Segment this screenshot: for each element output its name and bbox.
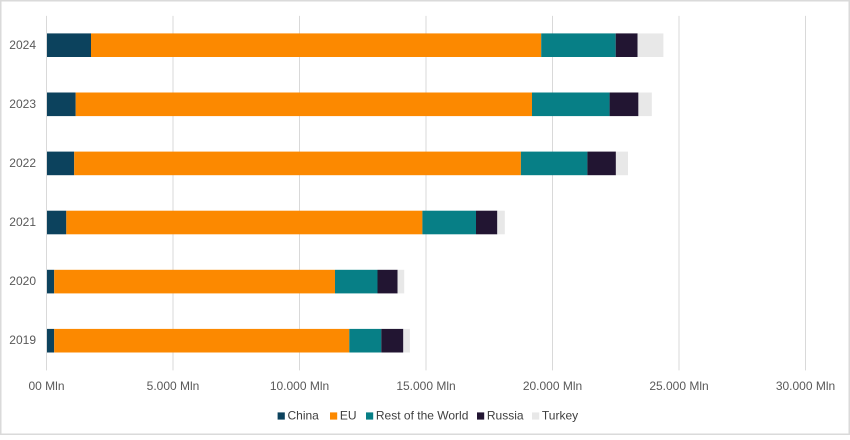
svg-text:20.000 Mln: 20.000 Mln	[523, 379, 582, 393]
svg-text:15.000 Mln: 15.000 Mln	[396, 379, 455, 393]
svg-text:2019: 2019	[9, 333, 36, 347]
svg-text:00 Mln: 00 Mln	[28, 379, 64, 393]
svg-text:2023: 2023	[9, 97, 36, 111]
svg-text:30.000 Mln: 30.000 Mln	[776, 379, 835, 393]
svg-text:2022: 2022	[9, 156, 36, 170]
svg-text:5.000 Mln: 5.000 Mln	[147, 379, 200, 393]
svg-text:EU: EU	[340, 408, 357, 422]
svg-text:10.000 Mln: 10.000 Mln	[270, 379, 329, 393]
svg-text:2020: 2020	[9, 274, 36, 288]
svg-text:Rest of the World: Rest of the World	[376, 408, 468, 422]
svg-text:25.000 Mln: 25.000 Mln	[649, 379, 708, 393]
svg-text:Turkey: Turkey	[542, 408, 578, 422]
svg-text:Russia: Russia	[487, 408, 524, 422]
svg-text:2021: 2021	[9, 215, 36, 229]
svg-text:2024: 2024	[9, 38, 36, 52]
svg-text:China: China	[288, 408, 320, 422]
